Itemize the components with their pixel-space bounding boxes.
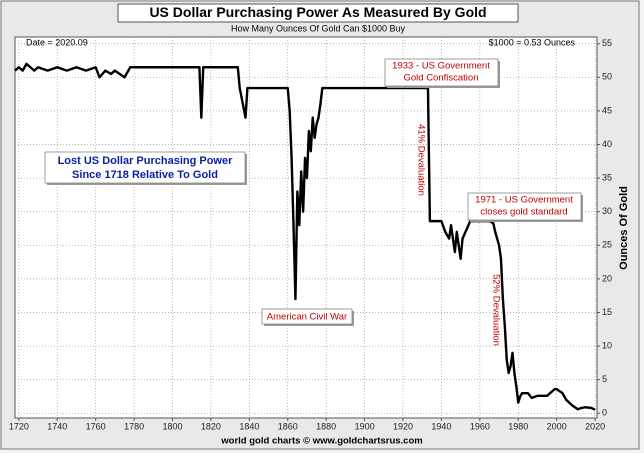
- annotation: closes gold standard: [480, 207, 567, 218]
- annotation: 41% Devaluation: [415, 124, 426, 196]
- x-tick-label: 2020: [585, 421, 605, 431]
- x-tick-label: 1860: [278, 421, 298, 431]
- y-tick-label: 15: [602, 307, 612, 317]
- subtitle: How Many Ounces Of Gold Can $1000 Buy: [231, 23, 406, 33]
- y-tick-label: 5: [602, 374, 607, 384]
- data-line: [14, 62, 596, 411]
- annotation-box: [44, 151, 246, 184]
- x-tick-label: 1760: [86, 421, 106, 431]
- x-tick-label: 1980: [508, 421, 528, 431]
- x-tick-label: 1780: [124, 421, 144, 431]
- x-tick-label: 1960: [470, 421, 490, 431]
- annotation: $1000 = 0.53 Ounces: [489, 37, 576, 47]
- annotation: American Civil War: [267, 312, 347, 323]
- y-tick-label: 40: [602, 139, 612, 149]
- y-axis-label: Ounces Of Gold: [618, 186, 630, 270]
- x-tick-label: 1880: [316, 421, 336, 431]
- y-tick-label: 45: [602, 105, 612, 115]
- y-tick-label: 35: [602, 172, 612, 182]
- plot-area: [14, 36, 598, 419]
- footer: world gold charts © www.goldchartsrus.co…: [220, 436, 422, 447]
- x-tick-label: 1720: [9, 421, 29, 431]
- y-tick-label: 25: [602, 240, 612, 250]
- x-tick-label: 1920: [393, 421, 413, 431]
- x-tick-label: 1820: [201, 421, 221, 431]
- annotation: Lost US Dollar Purchasing Power: [58, 155, 234, 167]
- x-tick-label: 1740: [47, 421, 67, 431]
- x-tick-label: 2000: [547, 421, 567, 431]
- title-box: [117, 3, 519, 23]
- y-tick-label: 30: [602, 206, 612, 216]
- x-tick-label: 1940: [431, 421, 451, 431]
- annotation-box: [384, 58, 499, 87]
- annotation: Since 1718 Relative To Gold: [72, 169, 218, 181]
- annotation: Gold Confiscation: [404, 73, 479, 84]
- y-tick-label: 10: [602, 340, 612, 350]
- y-tick-label: 55: [602, 38, 612, 48]
- annotation: Date = 2020.09: [26, 37, 88, 47]
- annotation: 52% Devaluation: [490, 274, 501, 346]
- chart-title: US Dollar Purchasing Power As Measured B…: [149, 4, 486, 20]
- annotation-box: [261, 308, 353, 325]
- x-tick-label: 1840: [239, 421, 259, 431]
- annotation: 1933 - US Government: [392, 61, 490, 72]
- y-tick-label: 50: [602, 72, 612, 82]
- x-tick-label: 1800: [162, 421, 182, 431]
- x-tick-label: 1900: [355, 421, 375, 431]
- annotation: 1971 - US Government: [475, 195, 573, 206]
- annotation-box: [467, 192, 582, 221]
- y-tick-label: 0: [602, 408, 607, 418]
- y-tick-label: 20: [602, 273, 612, 283]
